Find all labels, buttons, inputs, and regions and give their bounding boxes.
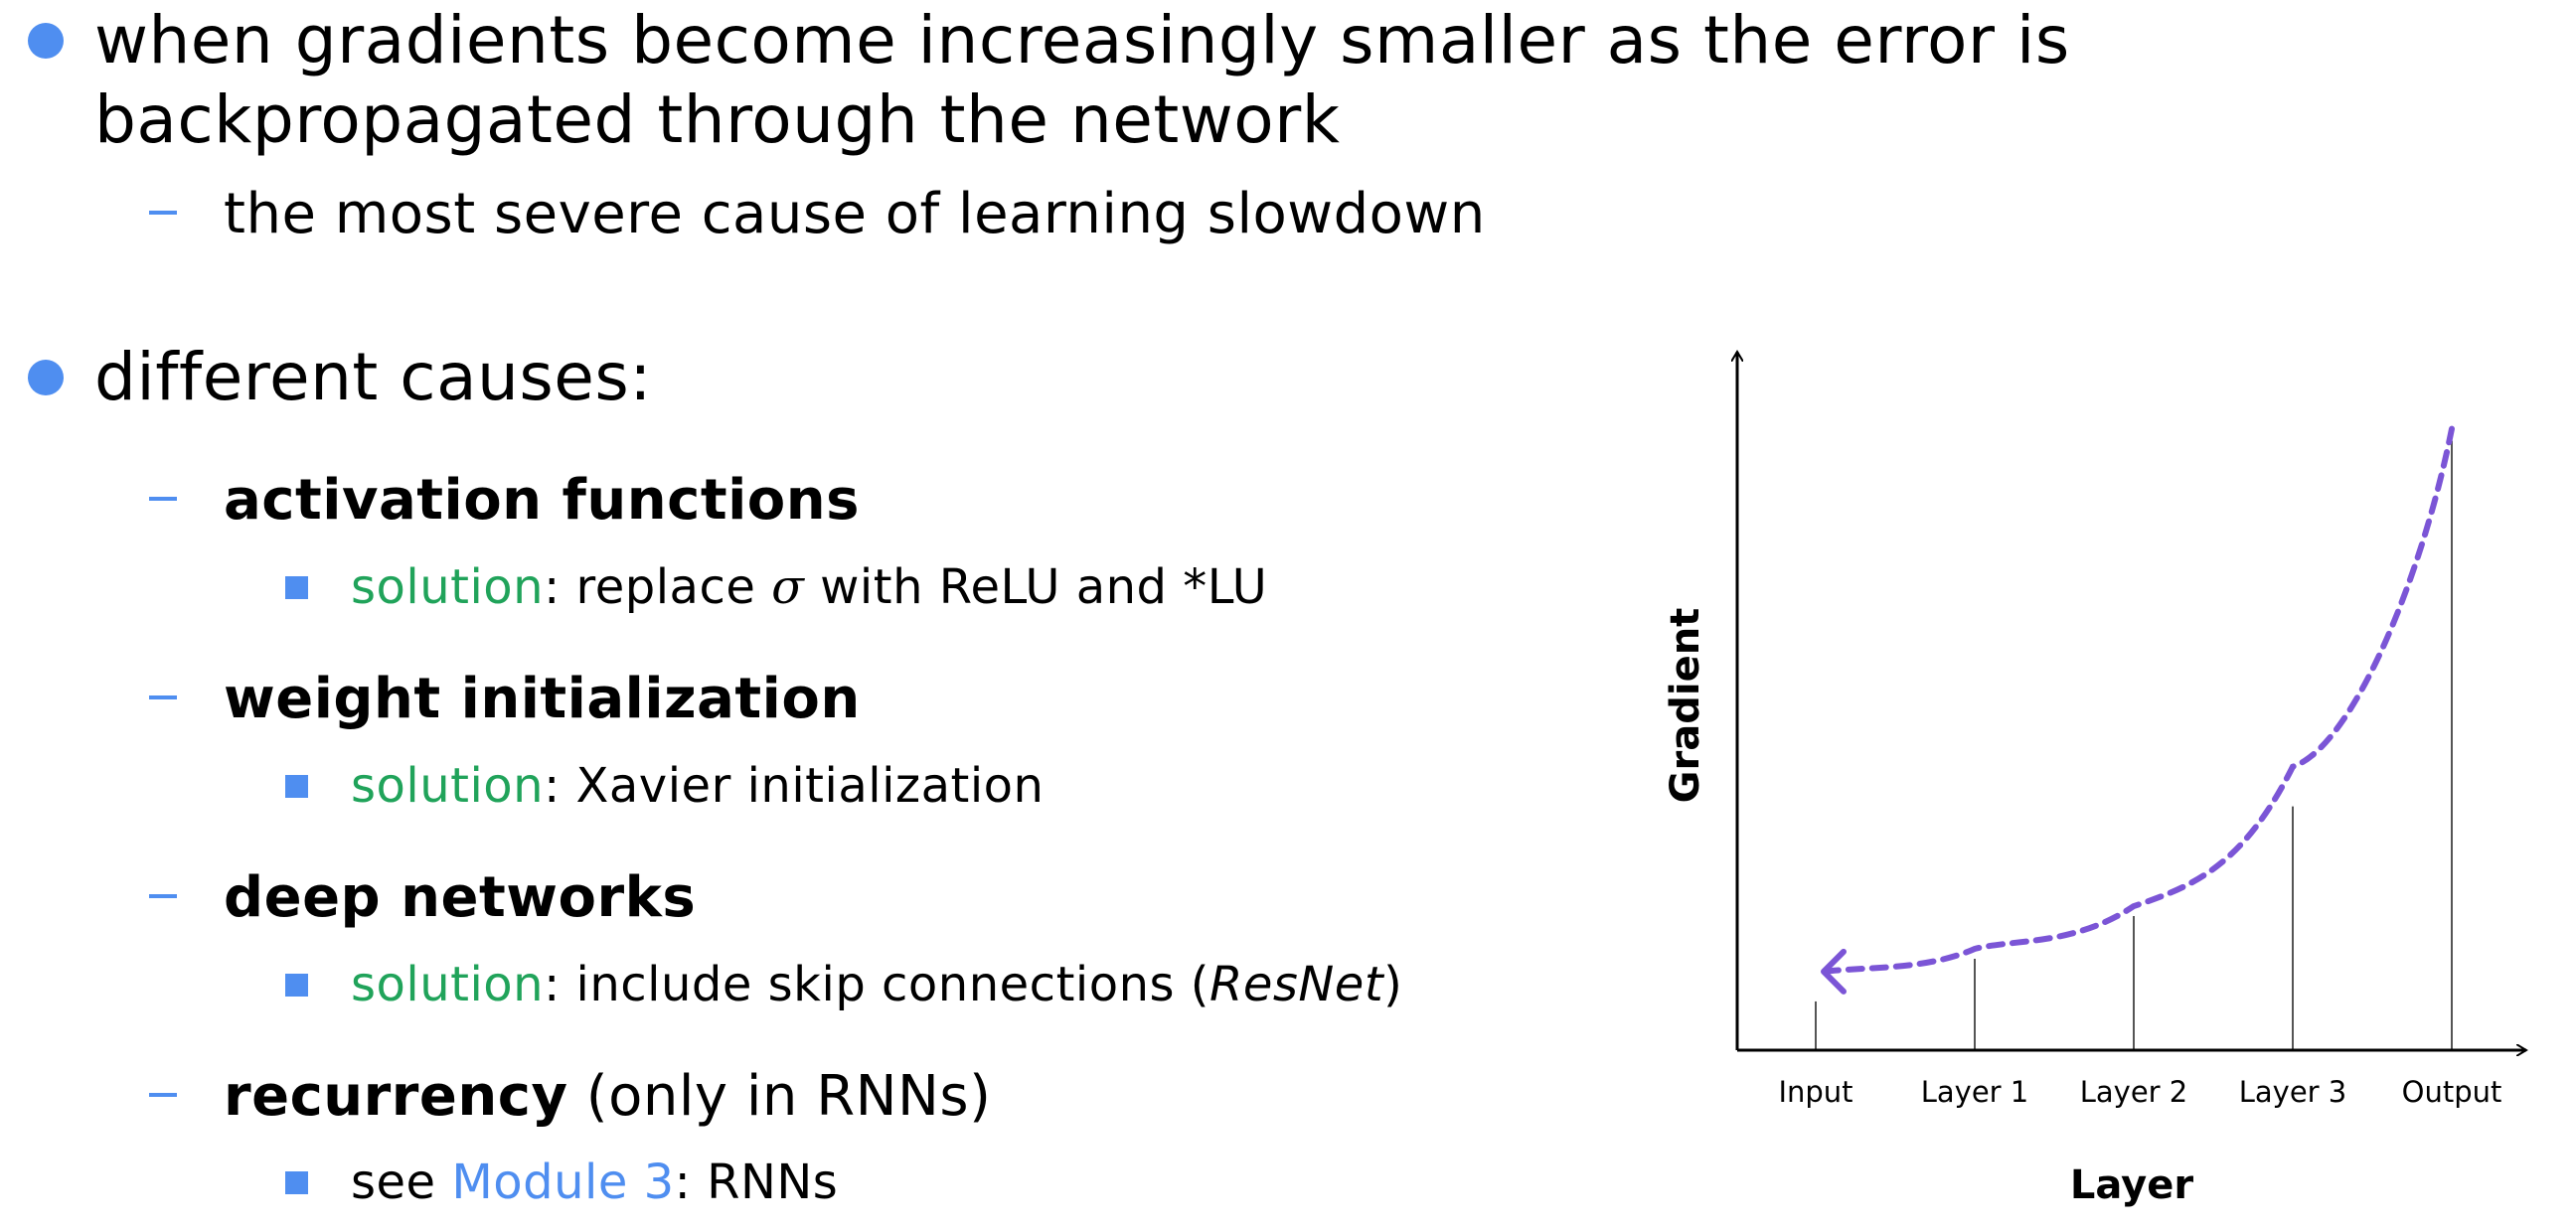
bullet-dot-2 [28,360,64,395]
cause-title: deep networks [224,865,697,930]
solution-label: solution [351,758,545,814]
cause-deep-networks: deep networks [224,865,696,931]
solution-3: solution: include skip connections (ResN… [351,955,1402,1014]
bullet-1-sub: the most severe cause of learning slowdo… [224,182,1486,246]
dash-2 [149,497,177,501]
tick-label-input: Input [1778,1075,1852,1109]
bullet-dot-1 [28,23,64,59]
dash-3 [149,695,177,699]
bullet-2-text: different causes: [94,339,652,415]
cause-weight-initialization: weight initialization [224,667,861,732]
cause-title: recurrency [224,1064,568,1129]
cause-title: weight initialization [224,667,861,731]
solution-text: ) [1383,957,1403,1012]
square-bullet-4 [285,1171,308,1194]
solution-text: : Xavier initialization [544,758,1045,814]
tick-label-layer-1: Layer 1 [1921,1075,2029,1109]
bullet-1-line-1: when gradients become increasingly small… [94,2,2070,78]
tick-label-output: Output [2402,1075,2502,1109]
square-bullet-2 [285,775,308,798]
sigma-symbol: σ [771,559,805,615]
gradient-chart: Input Layer 1 Layer 2 Layer 3 Output Gradien… [1650,338,2544,1232]
cause-recurrency: recurrency (only in RNNs) [224,1064,991,1130]
bullet-1-line-2: backpropagated through the network [94,81,1341,158]
square-bullet-3 [285,974,308,997]
cause-activation-functions: activation functions [224,468,860,534]
resnet-italic: ResNet [1209,957,1384,1012]
see-text: see [351,1155,452,1210]
solution-text: with ReLU and *LU [804,559,1268,615]
solution-label: solution [351,559,545,615]
y-axis-label: Gradient [1663,608,1708,804]
cause-note: (only in RNNs) [567,1064,992,1129]
gradient-flow-curve [1821,425,2455,975]
solution-label: solution [351,957,545,1012]
module-3-link[interactable]: Module 3 [451,1155,675,1210]
see-module: see Module 3: RNNs [351,1153,838,1212]
tick-labels: Input Layer 1 Layer 2 Layer 3 Output [1778,1075,2501,1109]
square-bullet-1 [285,576,308,599]
text-column: when gradients become increasingly small… [28,2,2069,1212]
dash-4 [149,894,177,898]
solution-2: solution: Xavier initialization [351,756,1044,816]
solution-text: : include skip connections ( [544,957,1209,1012]
cause-title: activation functions [224,468,860,533]
arrow-head-icon [1821,948,1847,995]
gradient-chart-svg: Input Layer 1 Layer 2 Layer 3 Output Gradien… [1663,338,2544,1208]
solution-text: : replace [544,559,772,615]
dash-1 [149,211,177,215]
tick-label-layer-3: Layer 3 [2239,1075,2347,1109]
see-rest: : RNNs [674,1155,839,1210]
bars-layer [1815,440,2453,1050]
solution-1: solution: replace σ with ReLU and *LU [351,557,1267,617]
dash-5 [149,1093,177,1097]
x-axis-label: Layer [2070,1162,2193,1208]
tick-label-layer-2: Layer 2 [2080,1075,2188,1109]
